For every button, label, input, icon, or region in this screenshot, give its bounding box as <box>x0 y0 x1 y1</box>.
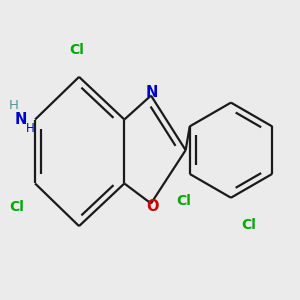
Text: Cl: Cl <box>69 43 84 56</box>
Text: Cl: Cl <box>10 200 24 214</box>
Text: N: N <box>14 112 27 127</box>
Text: H: H <box>9 99 19 112</box>
Text: Cl: Cl <box>242 218 256 232</box>
Text: Cl: Cl <box>177 194 191 208</box>
Text: O: O <box>146 200 158 214</box>
Text: H: H <box>26 122 35 135</box>
Text: N: N <box>146 85 158 100</box>
